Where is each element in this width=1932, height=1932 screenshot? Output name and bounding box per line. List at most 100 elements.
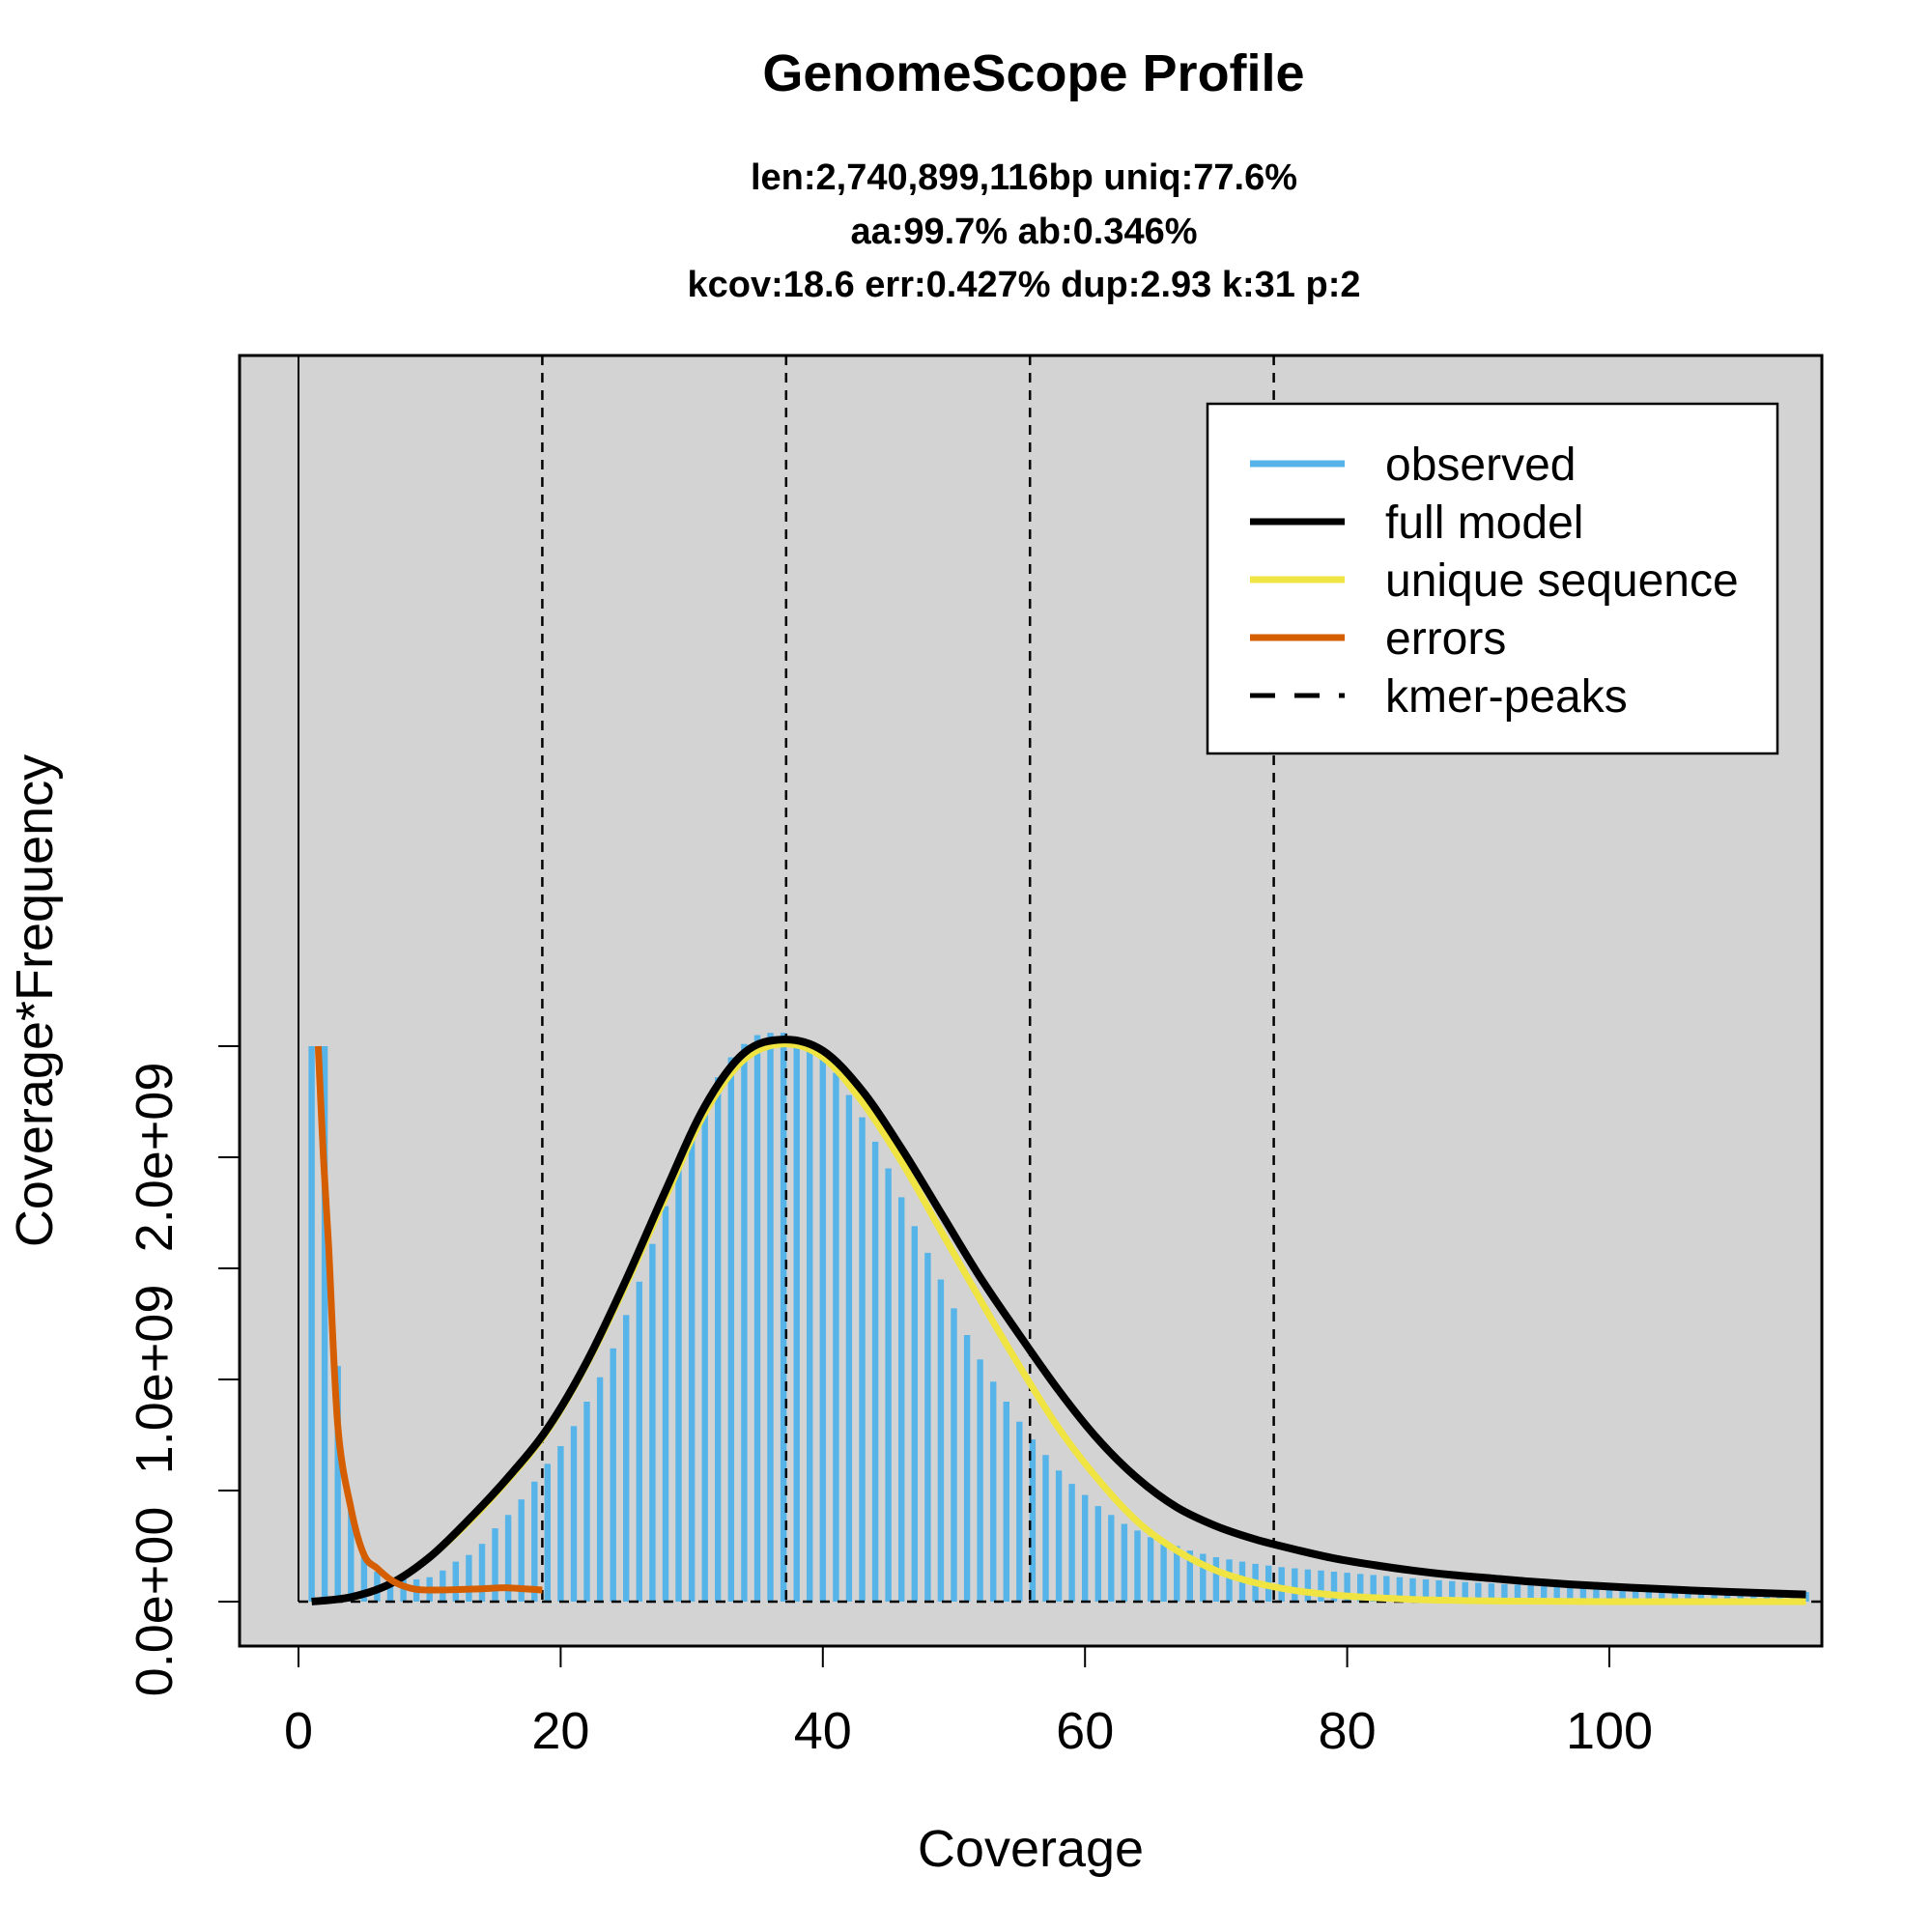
observed-bar <box>1488 1583 1495 1602</box>
observed-bar <box>1803 1592 1809 1602</box>
observed-bar <box>741 1043 748 1602</box>
observed-bar <box>1330 1572 1338 1602</box>
observed-bar <box>1212 1557 1220 1602</box>
observed-bar <box>348 1508 355 1602</box>
observed-bar <box>1737 1591 1744 1602</box>
observed-bar <box>780 1033 787 1602</box>
observed-bar <box>833 1072 839 1602</box>
observed-bar <box>1121 1523 1128 1602</box>
observed-bar <box>1659 1589 1665 1602</box>
observed-bar <box>557 1446 564 1602</box>
observed-bar <box>1501 1583 1508 1602</box>
observed-bar <box>1619 1588 1626 1602</box>
observed-bar <box>1449 1580 1456 1602</box>
observed-bar <box>807 1046 813 1602</box>
observed-bar <box>727 1057 734 1602</box>
observed-bar <box>440 1570 446 1602</box>
observed-bar <box>596 1377 604 1602</box>
observed-bar <box>478 1544 486 1602</box>
observed-bar <box>1579 1587 1587 1602</box>
observed-bar <box>1527 1585 1534 1602</box>
observed-bar <box>1003 1402 1009 1602</box>
observed-bar <box>1645 1589 1652 1602</box>
observed-bar <box>360 1554 368 1602</box>
legend-label: observed <box>1385 440 1576 491</box>
observed-bar <box>662 1206 669 1602</box>
observed-bar <box>977 1359 983 1602</box>
observed-bar <box>1396 1577 1404 1602</box>
observed-bar <box>610 1348 616 1602</box>
x-axis-label: Coverage <box>918 1820 1144 1878</box>
legend-label: errors <box>1385 613 1506 665</box>
y-axis: 0.0e+00 1.0e+09 2.0e+09 <box>126 1045 241 1696</box>
observed-bar <box>1697 1590 1705 1602</box>
observed-bar <box>452 1561 459 1602</box>
observed-bar <box>623 1315 630 1602</box>
legend-label: unique sequence <box>1385 555 1739 607</box>
observed-bar <box>400 1579 407 1602</box>
observed-bar <box>1475 1582 1482 1602</box>
observed-bar <box>1370 1575 1377 1602</box>
x-tick-label: 20 <box>531 1702 589 1760</box>
observed-bar <box>1016 1421 1023 1602</box>
observed-bar <box>1344 1573 1350 1602</box>
observed-bar <box>1541 1585 1548 1602</box>
chart-subtitle-line-3: kcov:18.6 err:0.427% dup:2.93 k:31 p:2 <box>687 265 1360 305</box>
observed-bar <box>1094 1506 1101 1602</box>
observed-bar <box>386 1581 394 1602</box>
observed-bar <box>1632 1589 1639 1602</box>
observed-bar <box>1409 1577 1416 1602</box>
x-axis: 0 20 40 60 80 100 <box>284 1645 1653 1760</box>
observed-bar <box>1186 1550 1193 1602</box>
observed-bar <box>1357 1574 1364 1603</box>
observed-bar <box>793 1037 800 1602</box>
observed-bar <box>1514 1584 1521 1602</box>
observed-bar <box>308 1046 315 1602</box>
observed-bar <box>583 1402 590 1602</box>
observed-bar <box>845 1094 853 1602</box>
observed-bar <box>570 1426 578 1602</box>
observed-bar <box>1462 1581 1468 1602</box>
x-tick-label: 40 <box>794 1702 852 1760</box>
observed-bar <box>492 1528 498 1602</box>
full-model-curve <box>311 1036 1806 1605</box>
x-tick-label: 80 <box>1319 1702 1377 1760</box>
observed-bar <box>1422 1579 1430 1602</box>
observed-bar <box>990 1381 997 1602</box>
x-tick-label: 100 <box>1566 1702 1653 1760</box>
observed-bar <box>544 1463 551 1602</box>
observed-bar <box>898 1197 905 1602</box>
observed-bar <box>951 1308 957 1602</box>
observed-bar <box>649 1243 656 1602</box>
observed-bar <box>675 1168 682 1602</box>
observed-bar <box>859 1117 866 1602</box>
observed-bar <box>1567 1586 1574 1602</box>
observed-bar <box>871 1141 879 1602</box>
observed-bar <box>1318 1570 1324 1602</box>
observed-bar <box>518 1499 525 1602</box>
observed-bar <box>1383 1576 1390 1602</box>
legend-label: kmer-peaks <box>1385 671 1628 723</box>
observed-bar <box>688 1135 696 1602</box>
observed-bar <box>885 1168 892 1602</box>
observed-bar <box>1160 1541 1167 1602</box>
observed-bar <box>1108 1515 1115 1602</box>
observed-bar <box>1435 1579 1442 1602</box>
errors-curve <box>314 1045 543 1594</box>
observed-bar <box>1685 1590 1691 1602</box>
model-curves <box>311 1036 1806 1605</box>
chart-subtitle-line-2: aa:99.7% ab:0.346% <box>850 212 1197 252</box>
observed-bar <box>937 1279 945 1602</box>
observed-bar <box>1605 1588 1613 1602</box>
observed-bar <box>753 1035 761 1602</box>
observed-bar <box>963 1335 971 1602</box>
observed-bar <box>1226 1559 1233 1602</box>
observed-bar <box>1055 1470 1063 1602</box>
observed-bar <box>334 1366 341 1602</box>
observed-bar <box>636 1281 642 1602</box>
observed-bar <box>1068 1484 1075 1602</box>
chart-subtitle-line-1: len:2,740,899,116bp uniq:77.6% <box>751 157 1297 198</box>
observed-bar <box>504 1515 512 1602</box>
observed-bar <box>1082 1494 1089 1602</box>
